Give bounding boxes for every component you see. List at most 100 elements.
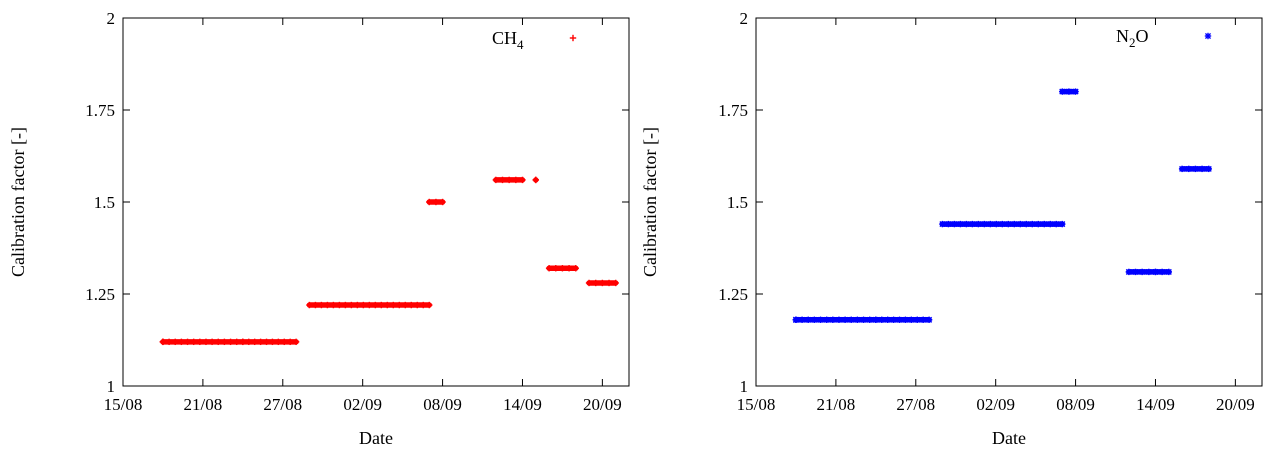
data-point (512, 176, 520, 184)
y-tick-label: 2 (740, 9, 749, 28)
data-point (612, 279, 619, 287)
x-axis-label: Date (992, 428, 1026, 448)
data-point (908, 316, 915, 323)
data-point (251, 338, 258, 346)
data-point (348, 301, 355, 309)
data-point (366, 301, 373, 309)
data-point (963, 220, 970, 228)
data-point (1011, 220, 1018, 228)
data-point (263, 338, 270, 346)
data-point (402, 301, 409, 309)
y-tick-label: 1.5 (727, 193, 748, 212)
data-point (829, 316, 837, 323)
x-tick-label: 08/09 (423, 395, 462, 414)
data-point (1041, 220, 1048, 228)
data-point (221, 338, 228, 346)
data-point (841, 316, 849, 323)
x-tick-label: 02/09 (343, 395, 382, 414)
x-tick-label: 27/08 (896, 395, 935, 414)
data-point (1053, 220, 1060, 228)
data-point (1005, 220, 1012, 228)
data-point (532, 176, 539, 184)
y-tick-label: 2 (107, 9, 116, 28)
data-point (1047, 220, 1054, 228)
data-point (342, 301, 349, 309)
data-point (1023, 220, 1030, 228)
data-point (884, 316, 891, 323)
data-point (372, 301, 379, 309)
y-tick-label: 1 (107, 377, 116, 396)
data-point (208, 338, 216, 346)
data-point (292, 338, 300, 346)
data-point (1138, 268, 1146, 276)
data-point (1198, 165, 1206, 173)
y-tick-label: 1.25 (718, 285, 748, 304)
data-point (330, 301, 337, 309)
x-tick-label: 08/09 (1056, 395, 1095, 414)
y-tick-label: 1.75 (718, 101, 748, 120)
data-point (817, 316, 824, 323)
data-point (811, 316, 818, 323)
series-1 (792, 88, 1212, 323)
data-point (585, 279, 593, 287)
data-point (336, 301, 343, 309)
data-point (565, 265, 573, 272)
data-point (1192, 165, 1199, 173)
plot-frame (122, 17, 630, 387)
x-tick-label: 15/08 (737, 395, 776, 414)
plot-frame (755, 17, 1263, 387)
data-point (432, 198, 440, 206)
data-point (269, 338, 276, 346)
x-tick-label: 21/08 (184, 395, 223, 414)
data-point (545, 265, 553, 272)
data-point (1178, 165, 1186, 173)
legend-marker (569, 34, 577, 42)
data-point (178, 338, 185, 346)
x-tick-label: 02/09 (976, 395, 1015, 414)
data-point (390, 301, 397, 309)
data-point (823, 316, 830, 323)
data-point (1029, 220, 1036, 228)
data-point (275, 338, 282, 346)
data-point (866, 316, 873, 323)
x-tick-label: 14/09 (503, 395, 542, 414)
data-point (499, 176, 506, 184)
y-axis-label: Calibration factor [-] (8, 127, 28, 277)
data-point (378, 301, 385, 309)
y-tick-label: 1 (740, 377, 749, 396)
data-point (1065, 88, 1073, 95)
data-point (239, 338, 247, 346)
data-point (805, 316, 812, 323)
data-point (925, 316, 933, 323)
x-tick-label: 14/09 (1136, 395, 1175, 414)
data-point (605, 279, 613, 287)
data-point (1059, 220, 1066, 228)
data-point (245, 338, 252, 346)
data-point (592, 279, 599, 287)
data-point (945, 220, 952, 228)
data-point (969, 220, 976, 228)
data-point (951, 220, 958, 228)
data-point (505, 176, 513, 184)
data-point (1145, 268, 1153, 276)
data-point (165, 338, 173, 346)
y-tick-label: 1.25 (85, 285, 115, 304)
data-point (902, 316, 909, 323)
data-point (360, 301, 367, 309)
data-point (257, 338, 264, 346)
data-point (426, 301, 433, 309)
data-point (426, 198, 433, 206)
data-point (878, 316, 885, 323)
x-tick-label: 15/08 (104, 395, 143, 414)
x-tick-label: 21/08 (817, 395, 856, 414)
data-point (1185, 165, 1192, 173)
data-point (1035, 220, 1042, 228)
x-tick-label: 20/09 (583, 395, 622, 414)
legend-label: CH4 (492, 28, 524, 52)
data-point (975, 220, 982, 228)
data-point (1158, 268, 1166, 276)
data-point (1152, 268, 1159, 276)
chart-1: 1 1.25 1.5 1.75 2 15/08 21/08 27/08 02/09 08/09 14… (8, 9, 630, 448)
data-point (872, 316, 880, 323)
